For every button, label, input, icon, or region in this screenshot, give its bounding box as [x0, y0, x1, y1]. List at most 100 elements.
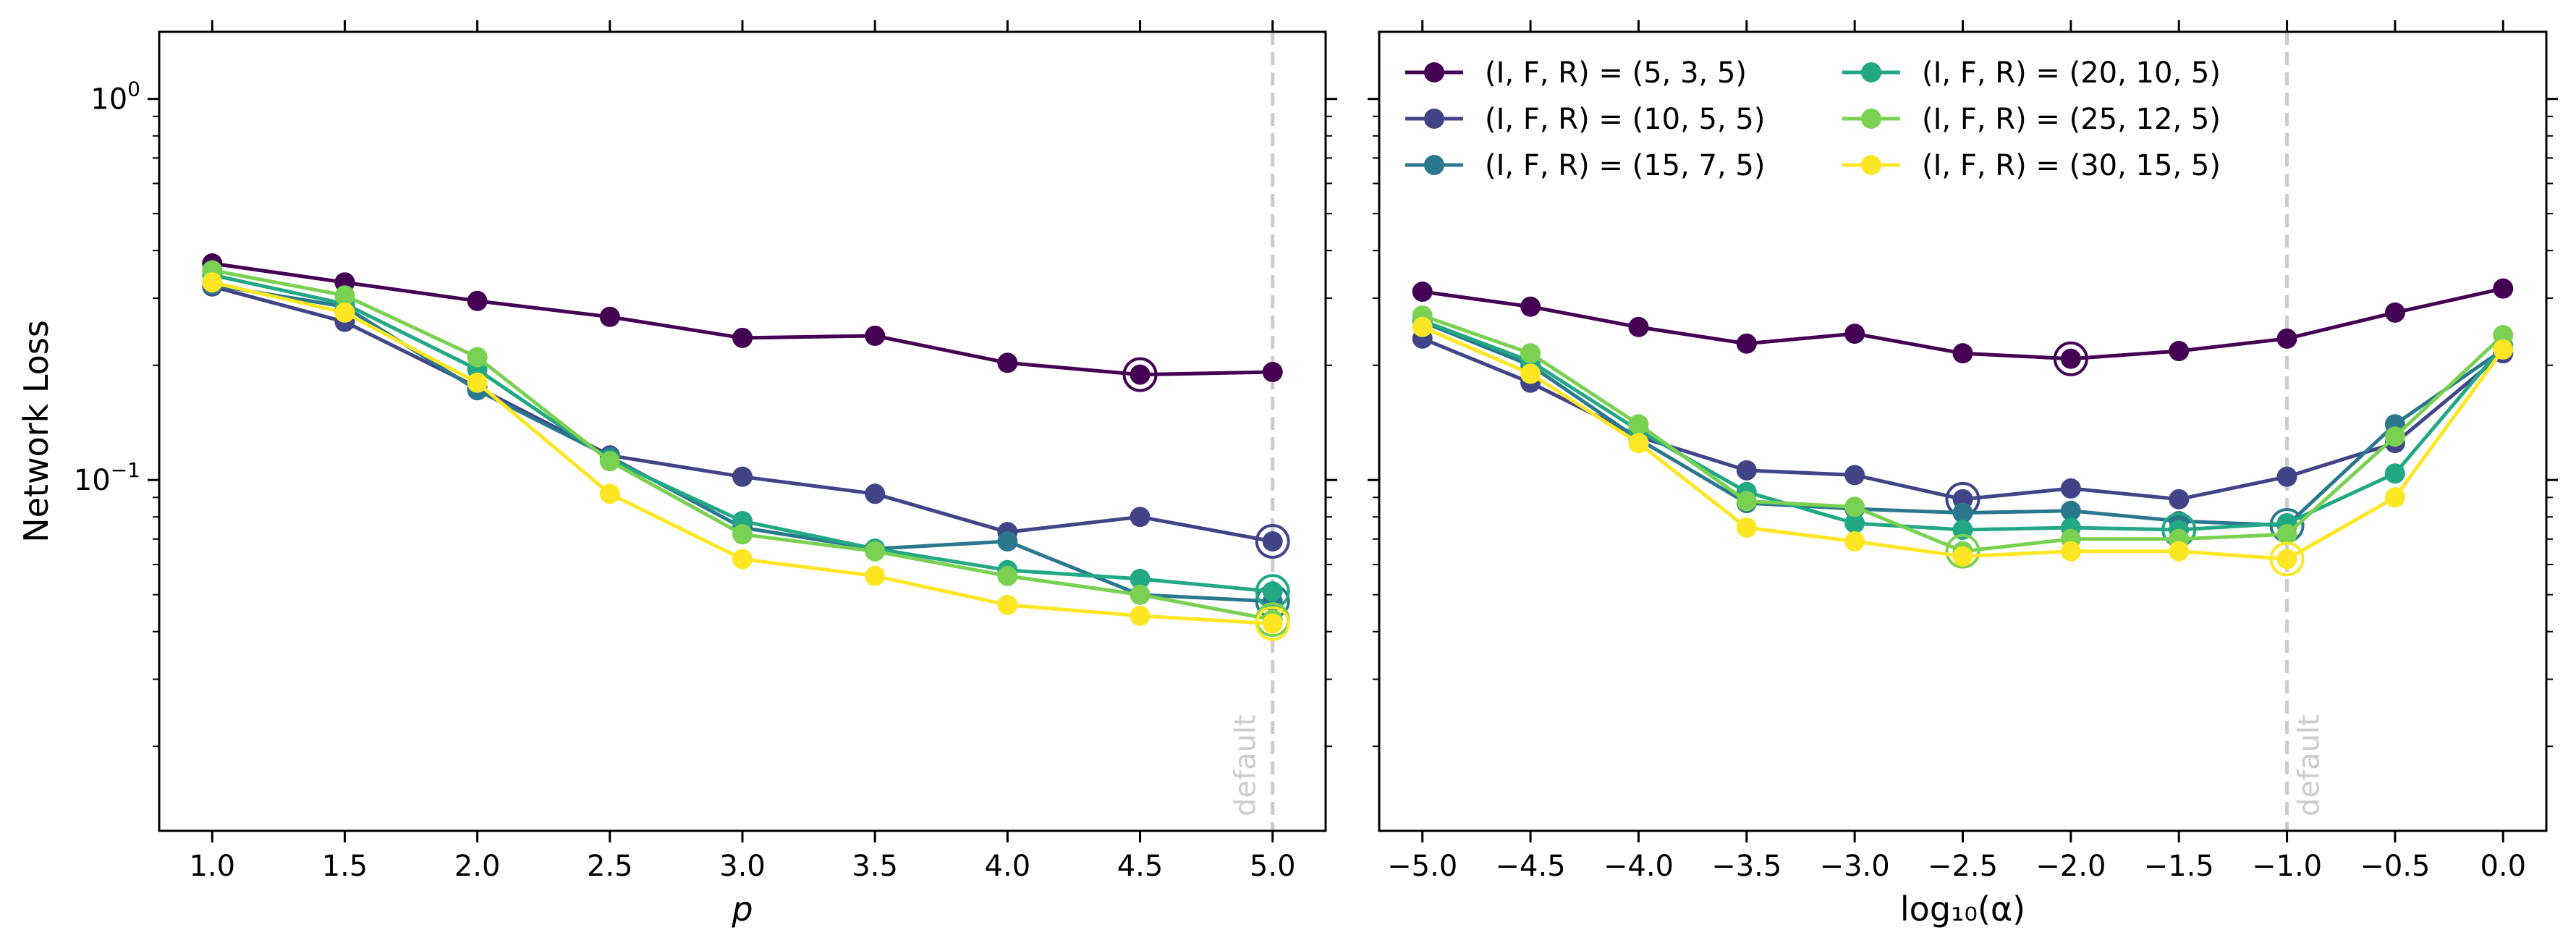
y-axis-label: Network Loss	[17, 320, 56, 543]
data-point	[1952, 546, 1973, 567]
data-point	[997, 352, 1018, 373]
data-point	[865, 325, 886, 346]
data-point	[599, 483, 620, 504]
data-point	[865, 483, 886, 504]
data-point	[1628, 433, 1649, 454]
data-point	[732, 524, 753, 545]
data-point	[1412, 316, 1433, 337]
data-point	[732, 327, 753, 348]
data-point	[1844, 512, 1865, 533]
data-point	[1262, 613, 1283, 634]
data-point	[1130, 507, 1151, 528]
x-tick-label: 2.0	[454, 850, 501, 883]
legend-entry-4: (I, F, R) = (20, 10, 5)	[1842, 56, 2221, 90]
data-point	[2276, 466, 2297, 487]
data-point	[1736, 491, 1757, 512]
data-point	[2276, 549, 2297, 570]
best-point-ring	[1945, 533, 1980, 569]
legend-label: (I, F, R) = (30, 15, 5)	[1922, 149, 2221, 182]
data-point	[2384, 487, 2405, 508]
series-1	[1412, 278, 2514, 376]
series-5	[202, 260, 1290, 638]
legend-entry-5: (I, F, R) = (25, 12, 5)	[1842, 103, 2221, 136]
data-point	[1262, 581, 1283, 602]
data-point	[2384, 302, 2405, 323]
x-tick-label: 5.0	[1250, 850, 1296, 883]
data-point	[467, 347, 488, 368]
legend-entry-2: (I, F, R) = (10, 5, 5)	[1405, 103, 1765, 136]
x-tick-label: −4.5	[1496, 850, 1566, 883]
data-point	[865, 541, 886, 562]
best-point-ring	[2053, 341, 2088, 376]
best-point-ring	[1122, 357, 1158, 392]
data-point	[1520, 296, 1541, 317]
data-point	[1130, 364, 1151, 385]
data-point	[1628, 316, 1649, 337]
legend-entry-6: (I, F, R) = (30, 15, 5)	[1842, 149, 2221, 182]
legend-swatch-marker	[1424, 155, 1444, 175]
x-tick-label: −1.0	[2252, 850, 2322, 883]
default-label: default	[2293, 714, 2326, 816]
legend: (I, F, R) = (5, 3, 5) (I, F, R) = (10, 5,…	[1405, 56, 2221, 182]
x-tick-label: −0.5	[2360, 850, 2430, 883]
x-axis-label: p	[731, 889, 753, 929]
data-point	[997, 531, 1018, 552]
data-point	[997, 565, 1018, 586]
x-tick-label: 3.5	[852, 850, 898, 883]
data-point	[1736, 333, 1757, 354]
legend-swatch-marker	[1424, 109, 1444, 129]
data-point	[2060, 478, 2081, 499]
x-tick-label: 2.5	[587, 850, 633, 883]
best-point-ring	[1255, 606, 1290, 641]
data-point	[334, 302, 355, 323]
x-tick-label: −3.0	[1820, 850, 1890, 883]
data-point	[732, 549, 753, 570]
data-point	[1130, 568, 1151, 589]
legend-label: (I, F, R) = (25, 12, 5)	[1922, 103, 2221, 136]
legend-label: (I, F, R) = (5, 3, 5)	[1485, 56, 1747, 90]
x-tick-label: −1.5	[2144, 850, 2214, 883]
data-point	[2276, 328, 2297, 349]
legend-swatch-marker	[1861, 62, 1881, 83]
y-tick-label: 10−1	[74, 458, 140, 497]
panel-2: default −5.0 −4.5 −4.0 −3.5 −3.0 −2.5 −2.0 −1.5 −…	[1368, 20, 2558, 929]
data-point	[2169, 541, 2190, 562]
data-point	[1844, 324, 1865, 345]
legend-label: (I, F, R) = (15, 7, 5)	[1485, 149, 1765, 182]
data-point	[865, 565, 886, 586]
x-tick-label: 4.5	[1117, 850, 1164, 883]
x-tick-label: 0.0	[2480, 850, 2526, 883]
data-point	[1520, 343, 1541, 364]
data-point	[599, 306, 620, 327]
data-point	[2493, 339, 2514, 360]
panel-1: default 1.0 1.5 2.0 2.5 3.0 3.5 4.0 4.5 5.0 10−1 10…	[17, 20, 1337, 929]
data-point	[334, 285, 355, 306]
data-point	[1262, 531, 1283, 552]
data-point	[2384, 463, 2405, 484]
data-point	[467, 372, 488, 393]
data-point	[467, 290, 488, 311]
data-point	[2060, 500, 2081, 521]
data-point	[202, 272, 223, 293]
data-point	[1736, 517, 1757, 538]
series-6	[202, 272, 1290, 641]
x-tick-label: −2.0	[2035, 850, 2106, 883]
x-tick-label: −3.5	[1711, 850, 1781, 883]
data-point	[997, 594, 1018, 615]
data-point	[1952, 343, 1973, 364]
best-point-ring	[1255, 524, 1290, 559]
legend-swatch-marker	[1861, 155, 1881, 175]
data-point	[1844, 496, 1865, 517]
data-point	[2060, 348, 2081, 369]
data-point	[1736, 460, 1757, 481]
series-1	[202, 253, 1283, 392]
legend-entry-3: (I, F, R) = (15, 7, 5)	[1405, 149, 1765, 182]
x-tick-label: −4.0	[1603, 850, 1674, 883]
data-point	[1130, 584, 1151, 605]
data-point	[2493, 325, 2514, 346]
data-point	[1412, 282, 1433, 303]
legend-label: (I, F, R) = (20, 10, 5)	[1922, 56, 2221, 90]
series-6	[1412, 316, 2514, 577]
data-point	[2060, 541, 2081, 562]
